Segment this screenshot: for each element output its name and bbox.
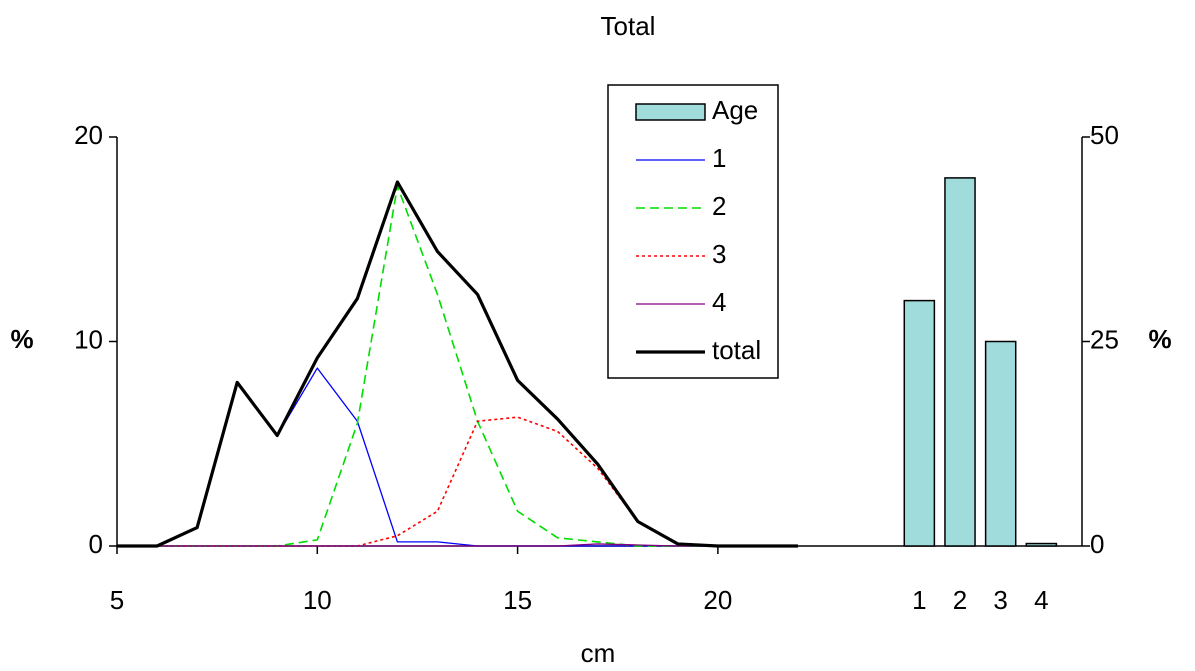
- x-tick-label: 15: [503, 585, 532, 615]
- bar: [903, 299, 936, 547]
- y-tick-label: 10: [74, 324, 103, 354]
- x-tick-label: 2: [953, 585, 967, 615]
- x-tick-label: 4: [1034, 585, 1048, 615]
- legend-label: total: [712, 335, 761, 365]
- series-line: [117, 367, 798, 547]
- bar: [984, 340, 1017, 547]
- chart-title: Total: [601, 11, 656, 41]
- legend-label: 1: [712, 143, 726, 173]
- x-tick-label: 10: [303, 585, 332, 615]
- legend-swatch: [635, 103, 706, 121]
- x-tick-label: 1: [912, 585, 926, 615]
- y2-tick-label: 50: [1090, 120, 1119, 150]
- legend-label: 3: [712, 239, 726, 269]
- x-tick-label: 3: [993, 585, 1007, 615]
- series-line: [117, 416, 798, 547]
- y-tick-label: 20: [74, 120, 103, 150]
- legend-box: [607, 84, 779, 379]
- x-tick-label: 20: [703, 585, 732, 615]
- x-tick-label: 5: [110, 585, 124, 615]
- legend-label: Age: [712, 95, 758, 125]
- series-line: [117, 180, 798, 548]
- series-line: [117, 543, 798, 547]
- legend-label: 4: [712, 287, 726, 317]
- y-axis-label: %: [10, 324, 33, 354]
- bar: [1025, 542, 1058, 547]
- y-tick-label: 0: [89, 529, 103, 559]
- bar: [944, 177, 976, 547]
- y2-tick-label: 0: [1090, 529, 1104, 559]
- y2-tick-label: 25: [1090, 324, 1119, 354]
- x-axis-label: cm: [581, 638, 616, 668]
- y2-axis-label: %: [1148, 324, 1171, 354]
- legend-label: 2: [712, 191, 726, 221]
